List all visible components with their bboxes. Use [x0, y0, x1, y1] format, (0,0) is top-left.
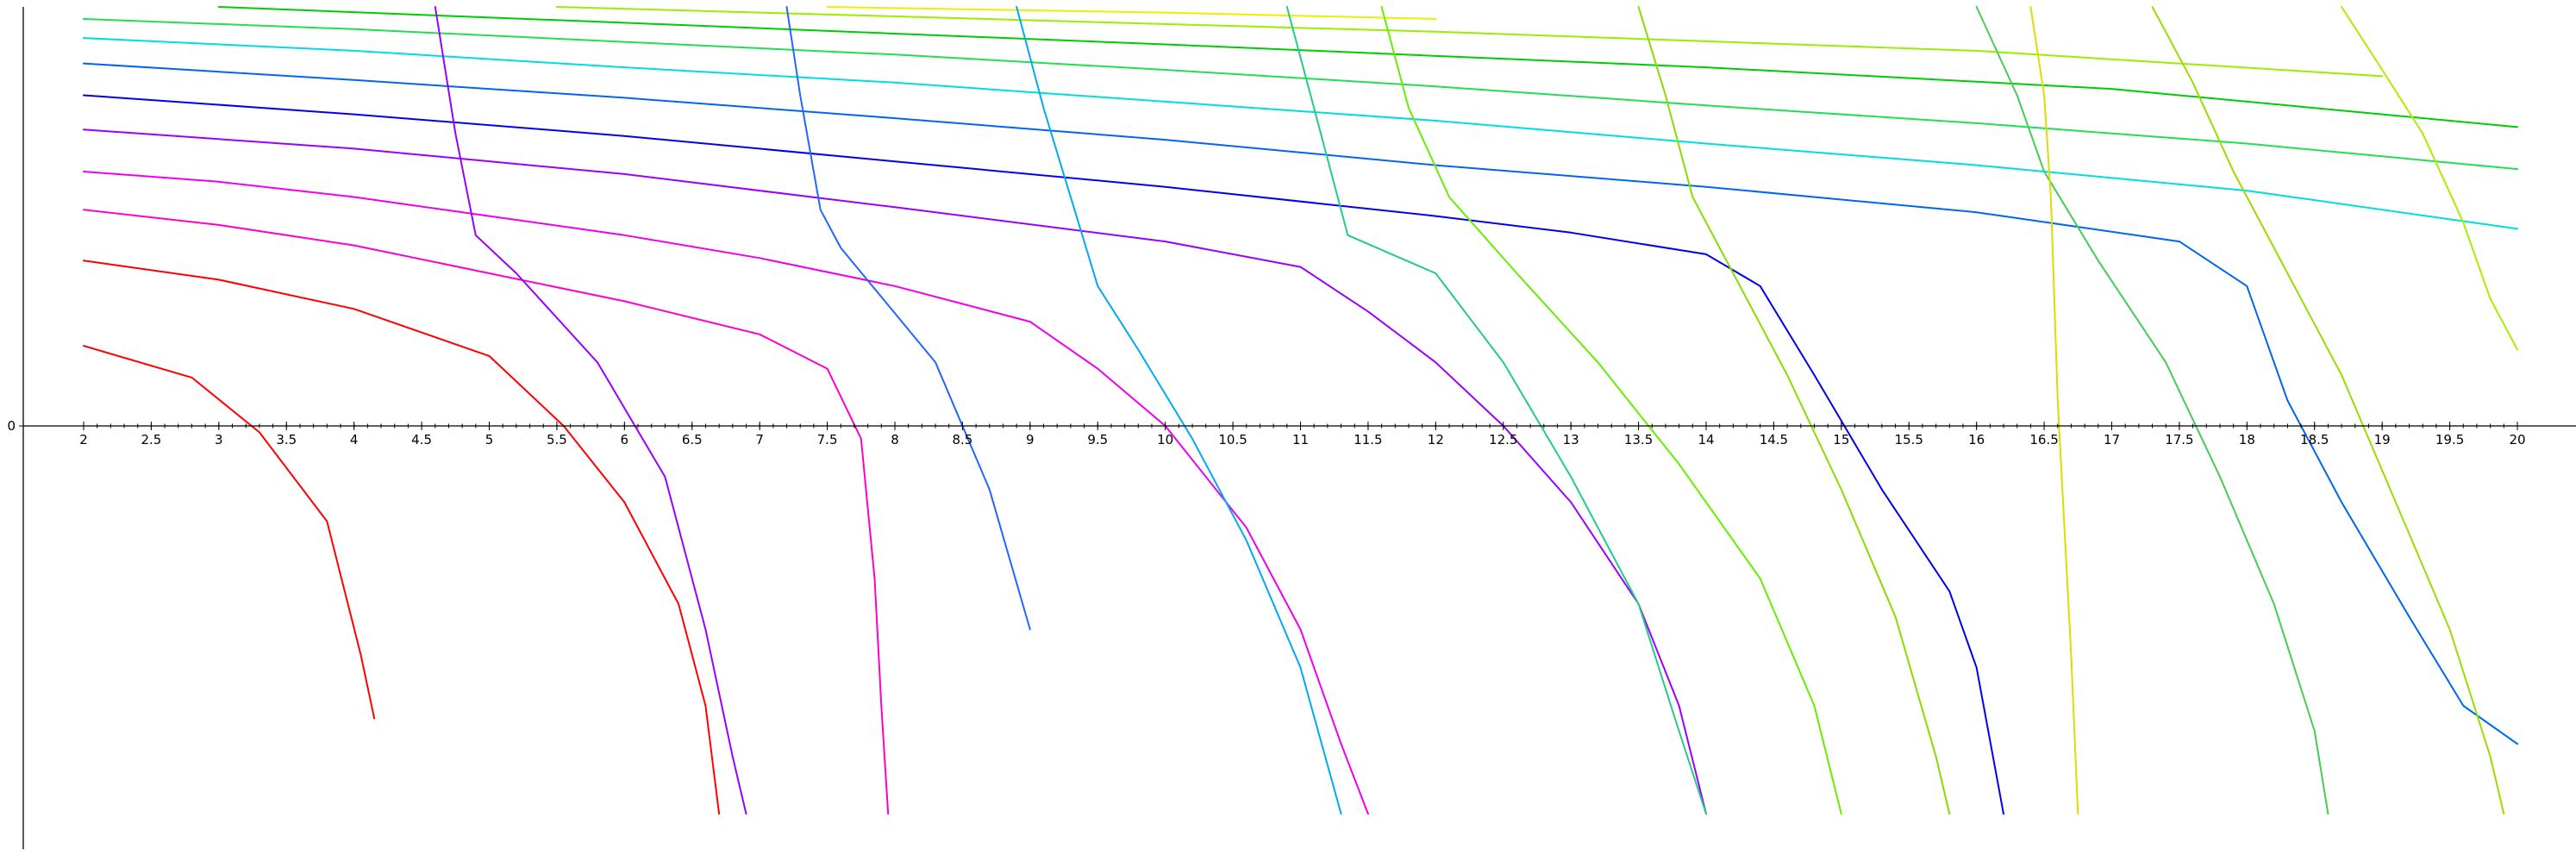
- series-line-12: [826, 6, 1437, 20]
- x-tick-label: 4: [350, 432, 359, 447]
- x-tick-label: 4.5: [411, 432, 432, 447]
- series-line-10: [217, 6, 2518, 128]
- x-tick-label: 12: [1428, 432, 1444, 447]
- x-tick-label: 19.5: [2435, 432, 2464, 447]
- x-tick-label: 5: [485, 432, 494, 447]
- series-line-13: [434, 6, 747, 815]
- x-tick-label: 16.5: [2029, 432, 2058, 447]
- series-line-16: [1285, 6, 1707, 815]
- series-layer: [83, 6, 2518, 815]
- x-tick-label: 14: [1698, 432, 1714, 447]
- x-tick-label: 5.5: [547, 432, 567, 447]
- series-line-9: [83, 18, 2518, 171]
- series-line-21: [2341, 6, 2518, 351]
- x-tick-label: 17.5: [2165, 432, 2193, 447]
- series-line-5: [83, 128, 1707, 815]
- x-tick-label: 12.5: [1489, 432, 1517, 447]
- series-line-8: [83, 37, 2518, 230]
- x-tick-label: 9.5: [1087, 432, 1108, 447]
- x-tick-label: 10.5: [1218, 432, 1247, 447]
- x-tick-label: 8.5: [952, 432, 972, 447]
- x-tick-label: 14.5: [1760, 432, 1788, 447]
- axes-layer: 0: [7, 7, 2576, 849]
- x-ticks-layer: 2 2.5 3 3.5 4 4.5 5 5.5 6 6.5 7 7.5 8 8.5 9 9.5 10 10.5 11…: [79, 422, 2526, 447]
- x-tick-label: 9: [1026, 432, 1035, 447]
- series-line-2: [83, 260, 721, 815]
- x-tick-label: 16: [1968, 432, 1985, 447]
- y-tick-label-zero: 0: [7, 418, 16, 434]
- x-tick-label: 15.5: [1895, 432, 1923, 447]
- x-tick-label: 20: [2509, 432, 2525, 447]
- series-line-6: [83, 94, 2004, 815]
- x-tick-label: 13: [1563, 432, 1579, 447]
- series-line-7: [83, 62, 2518, 745]
- x-tick-label: 2: [79, 432, 88, 447]
- series-line-15: [1016, 6, 1342, 815]
- series-line-14: [785, 6, 1031, 630]
- x-tick-label: 10: [1157, 432, 1173, 447]
- series-line-4: [83, 171, 1369, 815]
- series-line-11: [555, 6, 2384, 78]
- x-tick-label: 18: [2239, 432, 2255, 447]
- x-tick-label: 8: [891, 432, 899, 447]
- x-tick-label: 11.5: [1354, 432, 1382, 447]
- x-tick-label: 6: [621, 432, 629, 447]
- series-line-1: [83, 345, 376, 720]
- x-tick-label: 6.5: [682, 432, 703, 447]
- x-tick-label: 2.5: [141, 432, 161, 447]
- x-tick-label: 17: [2104, 432, 2120, 447]
- series-line-20: [2151, 6, 2505, 815]
- x-tick-label: 7.5: [817, 432, 838, 447]
- x-tick-label: 15: [1833, 432, 1849, 447]
- series-line-17: [1380, 6, 1842, 815]
- x-tick-label: 7: [755, 432, 764, 447]
- x-tick-label: 19: [2374, 432, 2391, 447]
- x-tick-label: 13.5: [1624, 432, 1653, 447]
- series-line-22: [2029, 6, 2079, 815]
- x-tick-label: 18.5: [2300, 432, 2329, 447]
- series-line-19: [1975, 6, 2329, 815]
- x-tick-label: 3.5: [276, 432, 297, 447]
- series-line-18: [1637, 6, 1951, 815]
- x-tick-label: 3: [215, 432, 223, 447]
- series-line-3: [83, 209, 890, 815]
- x-tick-label: 11: [1292, 432, 1309, 447]
